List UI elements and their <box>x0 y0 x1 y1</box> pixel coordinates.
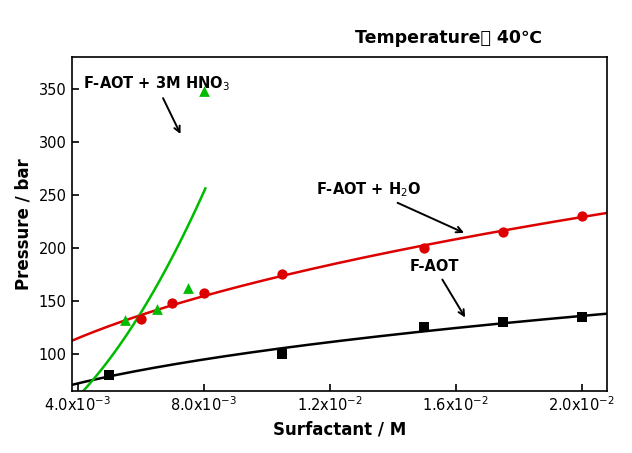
Point <box>419 244 429 251</box>
Point <box>152 306 162 313</box>
Point <box>576 313 586 320</box>
Point <box>198 290 209 297</box>
Text: F-AOT: F-AOT <box>410 260 464 316</box>
X-axis label: Surfactant / M: Surfactant / M <box>272 420 406 438</box>
Point <box>277 350 288 357</box>
Point <box>120 316 130 323</box>
Point <box>198 87 209 95</box>
Point <box>576 212 586 220</box>
Point <box>277 271 288 278</box>
Point <box>104 371 114 379</box>
Point <box>498 228 508 236</box>
Text: Temperature： 40℃: Temperature： 40℃ <box>355 29 542 47</box>
Point <box>498 318 508 326</box>
Text: F-AOT + 3M HNO$_3$: F-AOT + 3M HNO$_3$ <box>83 74 229 132</box>
Point <box>167 299 178 307</box>
Point <box>136 315 146 323</box>
Point <box>419 324 429 331</box>
Point <box>183 284 193 292</box>
Text: F-AOT + H$_2$O: F-AOT + H$_2$O <box>315 180 462 232</box>
Y-axis label: Pressure / bar: Pressure / bar <box>15 158 33 290</box>
